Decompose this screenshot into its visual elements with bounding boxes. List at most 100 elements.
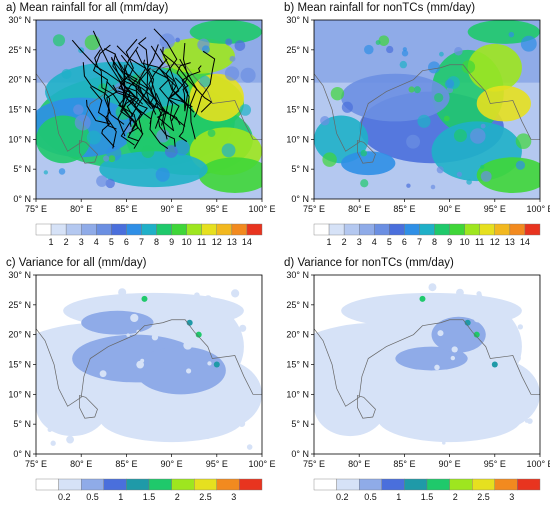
rain-cell bbox=[436, 166, 444, 174]
colorbar-swatch bbox=[171, 478, 195, 491]
colorbar-label: 3 bbox=[509, 492, 514, 502]
colorbar-label: 3 bbox=[231, 492, 236, 502]
variance-cell bbox=[395, 346, 468, 371]
colorbar-swatch bbox=[426, 478, 450, 491]
variance-cell bbox=[203, 431, 212, 439]
rain-cell bbox=[401, 50, 409, 57]
colorbar-label: 7 bbox=[417, 237, 422, 247]
y-tick-label: 20° N bbox=[286, 75, 309, 85]
y-tick-label: 0° N bbox=[13, 194, 31, 204]
x-tick-label: 80° E bbox=[348, 459, 370, 469]
rain-cell bbox=[466, 179, 472, 185]
variance-cell bbox=[186, 368, 192, 374]
colorbar-swatch bbox=[358, 478, 382, 491]
colorbar-label: 11 bbox=[197, 237, 206, 247]
y-tick-label: 25° N bbox=[286, 300, 309, 310]
variance-cell bbox=[491, 361, 498, 368]
colorbar-label: 2 bbox=[175, 492, 180, 502]
rain-cell bbox=[43, 170, 49, 175]
x-tick-label: 100° E bbox=[526, 459, 550, 469]
variance-cell bbox=[359, 345, 365, 350]
variance-cell bbox=[218, 420, 224, 426]
variance-cell bbox=[431, 316, 486, 353]
rain-cell bbox=[413, 86, 421, 94]
variance-cell bbox=[352, 384, 358, 389]
variance-cell bbox=[55, 373, 63, 382]
x-tick-label: 80° E bbox=[70, 459, 92, 469]
variance-cell bbox=[231, 400, 238, 408]
map-field bbox=[314, 20, 540, 199]
rain-cell bbox=[417, 114, 431, 128]
variance-cell bbox=[171, 299, 178, 306]
cyclone-track bbox=[135, 49, 190, 107]
colorbar-label: 1.5 bbox=[421, 492, 434, 502]
panel-mean-nontc: b) Mean rainfall for nonTCs (mm/day) 75°… bbox=[278, 0, 550, 252]
colorbar-swatch bbox=[524, 223, 541, 236]
variance-cell bbox=[183, 340, 193, 350]
rain-cell bbox=[164, 145, 178, 158]
colorbar: 0.2 0.5 1 1.5 2 2.5 3 bbox=[35, 478, 263, 502]
colorbar-swatch bbox=[156, 223, 172, 236]
colorbar-label: 0.5 bbox=[364, 492, 377, 502]
rain-cell bbox=[99, 151, 208, 188]
rain-cell bbox=[314, 115, 369, 164]
y-tick-label: 15° N bbox=[286, 105, 309, 115]
y-tick-label: 30° N bbox=[286, 15, 309, 25]
colorbar-swatch bbox=[464, 223, 480, 236]
rain-cell bbox=[105, 178, 115, 189]
variance-cell bbox=[208, 424, 214, 430]
colorbar: 1 2 3 4 5 6 7 8 9 10 11 12 13 14 bbox=[313, 223, 541, 247]
rain-cell bbox=[86, 130, 101, 145]
variance-cell bbox=[359, 306, 364, 311]
y-tick-label: 20° N bbox=[286, 330, 309, 340]
variance-cell bbox=[207, 361, 212, 366]
cyclone-track bbox=[118, 74, 139, 134]
variance-cell bbox=[428, 283, 437, 292]
colorbar-label: 1 bbox=[49, 237, 54, 247]
variance-cell bbox=[411, 421, 419, 430]
rain-cell bbox=[445, 79, 455, 89]
variance-cell bbox=[516, 381, 522, 387]
x-tick-label: 75° E bbox=[303, 204, 325, 214]
x-tick-label: 85° E bbox=[393, 204, 415, 214]
variance-cell bbox=[372, 367, 380, 376]
rain-cell bbox=[73, 104, 84, 115]
variance-cell bbox=[66, 435, 74, 444]
rain-cell bbox=[141, 145, 155, 159]
variance-cell bbox=[99, 394, 244, 443]
colorbar-swatch bbox=[186, 223, 202, 236]
variance-cell bbox=[496, 370, 502, 376]
colorbar-swatch bbox=[434, 223, 450, 236]
panel-letter: d) bbox=[284, 257, 295, 269]
rain-cell bbox=[240, 67, 256, 83]
coastline bbox=[314, 275, 540, 407]
cyclone-track bbox=[176, 62, 191, 112]
rain-cell bbox=[378, 35, 390, 46]
colorbar-label: 14 bbox=[520, 237, 530, 247]
variance-cell bbox=[368, 416, 375, 423]
colorbar-label: 1 bbox=[118, 492, 123, 502]
variance-cell bbox=[461, 411, 466, 416]
y-tick-label: 0° N bbox=[291, 449, 309, 459]
variance-cell bbox=[437, 330, 444, 337]
panel-title: b) Mean rainfall for nonTCs (mm/day) bbox=[284, 2, 475, 14]
colorbar-label: 11 bbox=[475, 237, 484, 247]
colorbar-label: 1 bbox=[327, 237, 332, 247]
colorbar-label: 0.2 bbox=[58, 492, 71, 502]
coastline bbox=[357, 140, 376, 164]
cyclone-track bbox=[155, 93, 176, 147]
rain-cell bbox=[330, 86, 345, 101]
rain-cell bbox=[174, 140, 190, 156]
variance-cell bbox=[525, 414, 530, 419]
rain-cell bbox=[406, 183, 411, 188]
rain-cell bbox=[341, 101, 353, 113]
variance-cell bbox=[341, 292, 522, 329]
colorbar-swatch bbox=[103, 478, 127, 491]
colorbar-swatch bbox=[404, 478, 428, 491]
rain-cell bbox=[234, 40, 246, 51]
colorbar-swatch bbox=[449, 223, 465, 236]
colorbar-swatch bbox=[193, 478, 217, 491]
variance-cell bbox=[395, 308, 402, 315]
x-tick-label: 75° E bbox=[303, 459, 325, 469]
variance-cell bbox=[377, 394, 522, 443]
